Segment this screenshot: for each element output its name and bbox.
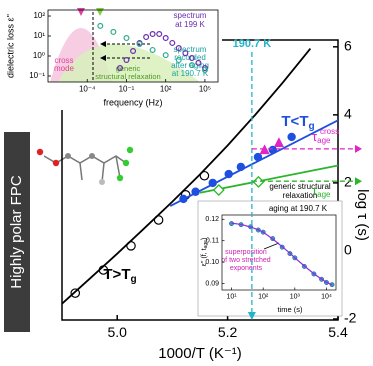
side-label: Highly polar FPC <box>8 175 25 289</box>
tau-sub: age <box>317 136 331 145</box>
atom <box>37 149 43 155</box>
x-tick-label: 10⁴ <box>321 293 332 300</box>
aging-label: 190.7 K <box>233 38 272 50</box>
y-tick-label: -2 <box>344 310 357 326</box>
y-tick-label: 6 <box>344 38 352 54</box>
y-tick-label: 0.12 <box>205 216 219 223</box>
point <box>225 170 233 178</box>
point <box>200 172 208 180</box>
note: superposition <box>225 249 267 256</box>
atom <box>53 160 59 166</box>
y-tick-label: 0.11 <box>206 238 219 245</box>
x-tick-label: 10³ <box>290 293 301 300</box>
note: exponents <box>230 265 263 272</box>
arrowhead <box>355 177 362 185</box>
point <box>191 188 199 196</box>
point <box>274 137 284 147</box>
atom <box>99 179 105 185</box>
regime-label-main: T<T <box>281 113 308 130</box>
atom <box>89 153 95 159</box>
point <box>208 179 216 187</box>
regime-label: T>Tg <box>103 266 136 285</box>
x-axis-label: time (s) <box>278 305 304 314</box>
inset-title: aging at 190.7 K <box>269 204 328 213</box>
point <box>214 185 224 195</box>
x-tick-label: 5.2 <box>218 324 238 340</box>
note: of two stretched <box>221 257 271 264</box>
point <box>237 163 245 171</box>
atom <box>123 160 129 166</box>
x-axis-label: frequency (Hz) <box>103 97 162 107</box>
x-tick-label: 5.0 <box>107 324 127 340</box>
y-tick-label: 10² <box>33 11 45 20</box>
y-axis-label: dielectric loss ε'' <box>5 14 15 78</box>
point <box>179 195 187 203</box>
x-tick-label: 10¹ <box>226 293 237 300</box>
point <box>254 153 262 161</box>
y-tick-label: 0 <box>344 242 352 258</box>
point <box>253 177 263 187</box>
x-tick-label: 10² <box>258 293 269 300</box>
note: structural relaxation <box>95 72 160 81</box>
y-axis-label: log τ (s) <box>354 189 371 241</box>
y-tick-label: 10¹ <box>33 31 45 40</box>
molecule <box>37 147 133 185</box>
regime-label-sub: g <box>130 274 136 285</box>
molecule-bond <box>80 163 82 180</box>
y-tick-label: 4 <box>344 106 352 122</box>
x-axis-label: 1000/T (K⁻¹) <box>158 345 242 362</box>
arrowhead <box>355 145 362 153</box>
x-tick-label: 10⁵ <box>199 85 211 94</box>
regime-label: T<Tg <box>281 113 314 132</box>
atom <box>65 153 71 159</box>
point <box>287 133 295 141</box>
inset-spectra: spectrum at 199 K spectrum recorded afte… <box>3 3 222 110</box>
x-tick-label: 5.4 <box>328 324 348 340</box>
point <box>154 216 162 224</box>
x-tick-label: 10⁻⁴ <box>79 85 96 94</box>
molecule-bond <box>116 156 120 178</box>
inset-aging: aging at 190.7 K time (s) ε'' (f, tage) … <box>198 201 342 316</box>
y-tick-label: 10⁰ <box>33 51 45 60</box>
y-tick-label: 10⁻¹ <box>29 71 45 80</box>
x-tick-label: 10⁻¹ <box>119 85 135 94</box>
atom <box>117 175 123 181</box>
y-tick-label: 0.09 <box>205 280 219 287</box>
x-tick-label: 10² <box>160 85 172 94</box>
note: at 199 K <box>175 20 205 29</box>
point <box>71 289 79 297</box>
tau-sup: cross <box>320 127 339 136</box>
tau-sub: age <box>317 190 331 199</box>
point <box>269 146 277 154</box>
point <box>127 242 135 250</box>
atom <box>127 147 133 153</box>
note: spectrum <box>174 11 207 20</box>
note: mode <box>54 64 75 73</box>
y-tick-label: 0.10 <box>205 259 219 266</box>
figure: Highly polar FPC 1000/T (K⁻¹) log τ (s) … <box>0 0 373 366</box>
